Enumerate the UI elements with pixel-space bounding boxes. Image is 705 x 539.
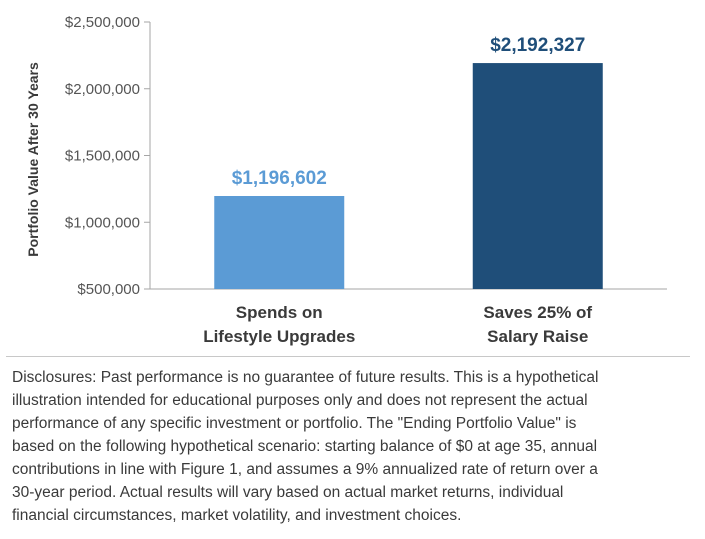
disclosure-text: Disclosures: Past performance is no guar…: [12, 369, 599, 524]
bar: [214, 196, 345, 289]
y-tick-label: $2,000,000: [65, 81, 140, 98]
data-label: $1,196,602: [232, 168, 327, 189]
y-tick-label: $1,500,000: [65, 148, 140, 165]
y-tick-label: $500,000: [77, 281, 140, 298]
x-category-label: Lifestyle Upgrades: [203, 327, 355, 346]
x-category-label: Spends on: [236, 303, 323, 322]
y-tick-label: $2,500,000: [65, 14, 140, 31]
bar: [472, 63, 603, 290]
divider: [6, 356, 690, 357]
y-axis-title: Portfolio Value After 30 Years: [25, 62, 41, 257]
x-category-label: Salary Raise: [487, 327, 588, 346]
data-label: $2,192,327: [490, 35, 585, 56]
x-category-label: Saves 25% of: [483, 303, 592, 322]
bar-chart: $500,000 $1,000,000 $1,500,000 $2,000,000 $2…: [25, 14, 667, 346]
y-tick-label: $1,000,000: [65, 214, 140, 231]
